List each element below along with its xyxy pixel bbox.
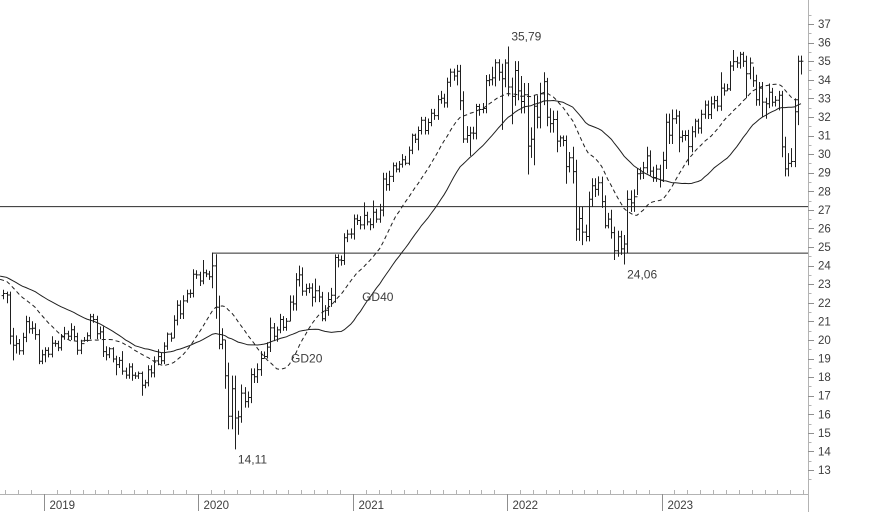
price-tick-label: 26 (818, 223, 831, 235)
price-tick-label: 34 (818, 75, 831, 87)
price-tick-label: 36 (818, 38, 831, 50)
price-tick-label: 28 (818, 186, 831, 198)
price-tick-label: 29 (818, 168, 831, 180)
price-tick-label: 16 (818, 409, 831, 421)
price-tick-label: 17 (818, 391, 831, 403)
price-tick-label: 24 (818, 261, 831, 273)
year-label: 2023 (668, 500, 694, 512)
gd20-line (0, 83, 802, 370)
price-tick-label: 35 (818, 56, 831, 68)
price-tick-label: 30 (818, 149, 831, 161)
gd40-line (0, 99, 802, 354)
ohlc-bars (1, 46, 804, 450)
year-label: 2019 (50, 500, 76, 512)
price-annotation: 14,11 (238, 452, 267, 466)
price-tick-label: 31 (818, 131, 831, 143)
price-annotation: 24,06 (627, 267, 657, 281)
price-tick-label: 22 (818, 298, 831, 310)
price-tick-label: 37 (818, 19, 831, 31)
year-label: 2022 (513, 500, 539, 512)
price-tick-label: 14 (818, 446, 831, 458)
gd40-label: GD40 (362, 290, 394, 304)
price-tick-label: 25 (818, 242, 831, 254)
price-tick-label: 19 (818, 354, 831, 366)
price-tick-label: 21 (818, 316, 831, 328)
gd20-label: GD20 (291, 352, 323, 366)
price-tick-label: 27 (818, 205, 831, 217)
price-tick-label: 18 (818, 372, 831, 384)
price-tick-label: 13 (818, 465, 831, 477)
price-tick-label: 33 (818, 93, 831, 105)
year-label: 2021 (359, 500, 385, 512)
price-annotation: 35,79 (511, 29, 541, 43)
price-tick-label: 32 (818, 112, 831, 124)
price-tick-label: 23 (818, 279, 831, 291)
year-label: 2020 (204, 500, 230, 512)
price-tick-label: 20 (818, 335, 831, 347)
price-tick-label: 15 (818, 428, 831, 440)
